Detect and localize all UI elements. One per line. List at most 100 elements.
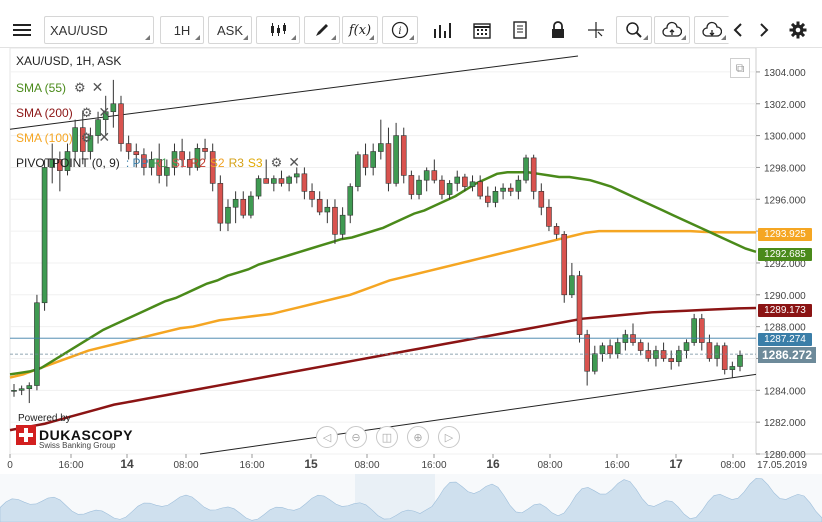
sma100-settings-icon[interactable]: ⚙: [80, 129, 93, 145]
candle-body: [515, 179, 522, 192]
report-button[interactable]: [502, 16, 538, 44]
x-tick-label: 0: [7, 460, 13, 471]
sma200-price-tag: 1289.173: [758, 304, 812, 317]
info-icon: i: [391, 21, 409, 39]
sma100-line: [9, 229, 757, 379]
nav-reset-button[interactable]: ◫: [376, 426, 398, 448]
popout-icon: ⧉: [735, 60, 745, 75]
x-axis: 0 16:00 14 08:00 16:00 15 08:00 16:00 16 08:00 16:…: [7, 454, 807, 471]
sma200-remove-icon[interactable]: ✕: [98, 104, 111, 120]
candle-body: [156, 159, 162, 176]
legend-sma55: SMA (55) ⚙ ✕: [16, 79, 103, 96]
x-tick-label: 16:00: [58, 460, 83, 471]
candle-body: [584, 334, 590, 372]
indicators-button[interactable]: f(x): [342, 16, 378, 44]
x-tick-label: 17.05.2019: [757, 460, 807, 471]
gear-icon: [789, 21, 807, 39]
crosshair-button[interactable]: [578, 16, 614, 44]
calendar-button[interactable]: [464, 16, 500, 44]
candle-body: [34, 302, 40, 386]
nav-forward-button[interactable]: ▷: [438, 426, 460, 448]
scroll-right-button[interactable]: [754, 16, 774, 44]
symbol-select[interactable]: XAU/USD: [44, 16, 154, 44]
navigator-preview[interactable]: [0, 474, 822, 522]
sma55-settings-icon[interactable]: ⚙: [74, 79, 86, 95]
x-tick-label: 17: [669, 457, 683, 471]
nav-zoom-out-button[interactable]: ⊖: [345, 426, 367, 448]
sma200-settings-icon[interactable]: ⚙: [80, 104, 93, 120]
scroll-left-button[interactable]: [728, 16, 748, 44]
hamburger-icon: [13, 24, 31, 36]
candle-body: [637, 342, 644, 351]
nav-zoom-in-button[interactable]: ⊕: [407, 426, 429, 448]
candle-body: [118, 103, 124, 144]
y-tick-label: 1302.000: [764, 100, 806, 111]
y-tick-label: 1304.000: [764, 68, 806, 79]
x-tick-label: 16:00: [604, 460, 629, 471]
x-tick-label: 08:00: [173, 460, 198, 471]
x-tick-label: 14: [120, 457, 134, 471]
crosshair-icon: [588, 22, 604, 38]
zoom-button[interactable]: [616, 16, 652, 44]
timeframe-select[interactable]: 1H: [160, 16, 204, 44]
candle-body: [355, 154, 361, 187]
pivot-label: PIVOTPOINT (0, 9): [16, 155, 120, 170]
candle-body: [225, 206, 231, 224]
lock-button[interactable]: [540, 16, 576, 44]
candle-body: [370, 151, 376, 168]
pivot-remove-icon[interactable]: ✕: [288, 154, 300, 170]
sma100-remove-icon[interactable]: ✕: [98, 129, 111, 145]
price-lines: [10, 337, 756, 355]
candle-body: [546, 206, 552, 227]
candle-body: [729, 366, 736, 370]
candle-body: [523, 157, 529, 181]
candle-body: [691, 318, 697, 343]
calendar-icon: [473, 23, 491, 39]
menu-button[interactable]: [6, 16, 38, 44]
chevron-right-icon: ▷: [444, 431, 454, 444]
settings-button[interactable]: [786, 16, 810, 44]
x-tick-label: 08:00: [537, 460, 562, 471]
swiss-cross-icon: [16, 425, 36, 445]
candle-body: [591, 353, 598, 372]
candle-body: [378, 143, 384, 152]
svg-text:i: i: [398, 26, 401, 37]
candle-body: [255, 178, 262, 197]
pivot-r1: R1: [152, 155, 168, 170]
brand-name: DUKASCOPY: [39, 427, 133, 443]
draw-button[interactable]: [304, 16, 340, 44]
price-chart[interactable]: 1304.000 1302.000 1300.000 1298.000 1296.000…: [0, 48, 822, 522]
candle-body: [316, 198, 323, 213]
candle-body: [607, 345, 613, 355]
candle-body: [164, 167, 170, 176]
candle-body: [18, 388, 25, 391]
candle-body: [301, 173, 308, 192]
candle-body: [431, 170, 438, 181]
chart-type-button[interactable]: [256, 16, 300, 44]
info-button[interactable]: i: [382, 16, 418, 44]
y-tick-label: 1298.000: [764, 163, 806, 174]
chevron-left-icon: ◁: [322, 431, 332, 444]
candle-body: [179, 151, 185, 160]
download-button[interactable]: [694, 16, 730, 44]
candle-body: [561, 234, 568, 296]
pivot-pp: : PP: [125, 155, 149, 170]
pivot-settings-icon[interactable]: ⚙: [270, 154, 283, 170]
sma55-remove-icon[interactable]: ✕: [91, 79, 104, 95]
candle-body: [102, 111, 109, 120]
popout-button[interactable]: ⧉: [730, 58, 750, 78]
pivot-r2: R2: [190, 155, 206, 170]
pivot-r3: R3: [228, 155, 244, 170]
upload-button[interactable]: [654, 16, 690, 44]
brand-logo[interactable]: DUKASCOPY Swiss Banking Group: [16, 425, 133, 450]
side-select[interactable]: ASK: [208, 16, 252, 44]
candle-body: [248, 195, 254, 216]
nav-back-button[interactable]: ◁: [316, 426, 338, 448]
cloud-download-icon: [702, 21, 722, 37]
candle-body: [599, 345, 606, 355]
volume-button[interactable]: [424, 16, 460, 44]
reset-icon: ◫: [381, 431, 393, 444]
candle-body: [148, 159, 155, 168]
candle-body: [423, 170, 430, 181]
legend-sma200: SMA (200) ⚙ ✕: [16, 104, 110, 121]
